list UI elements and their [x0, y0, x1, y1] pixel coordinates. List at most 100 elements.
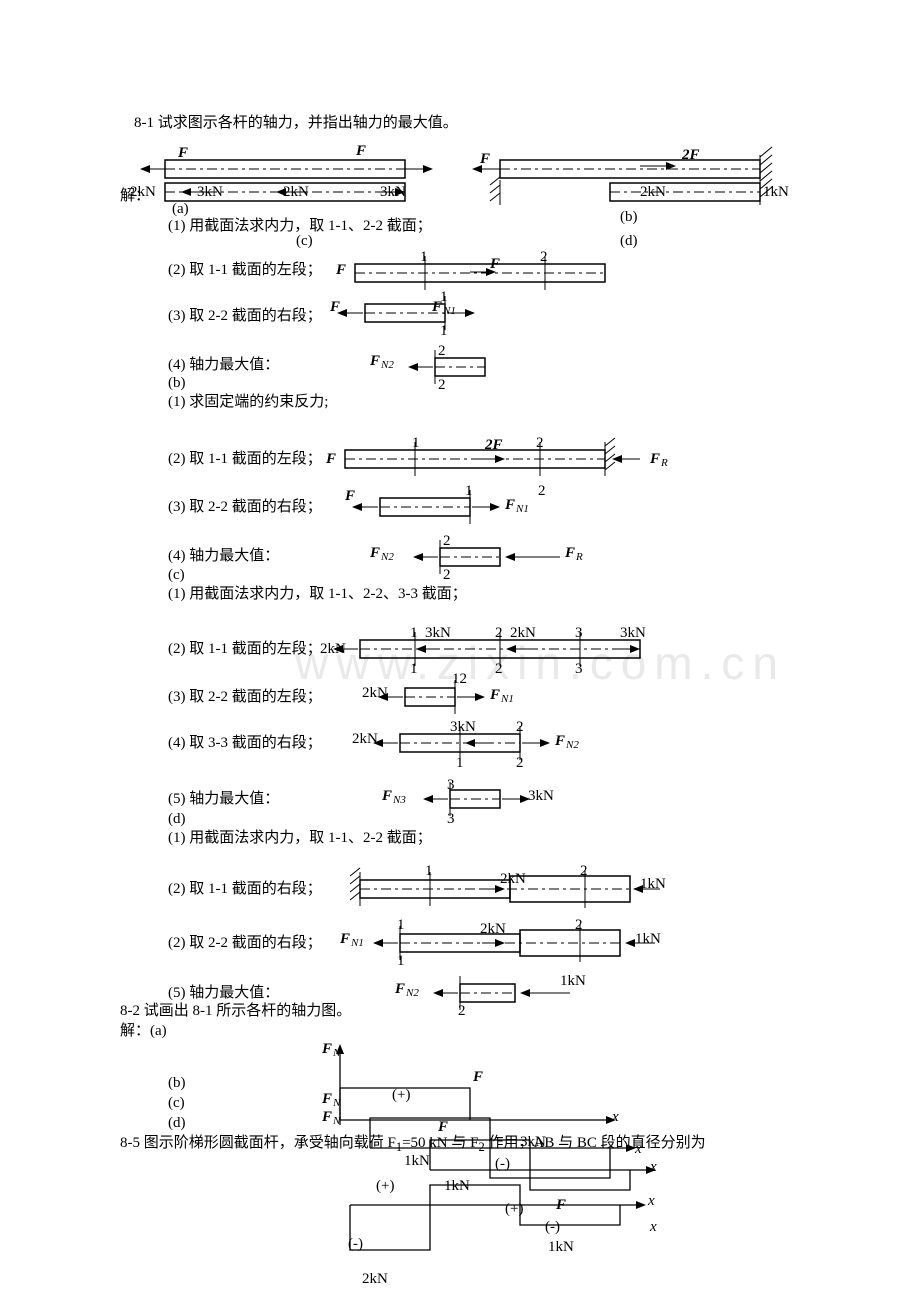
lbl-b-sub: (b)	[620, 208, 638, 226]
c2-3kN2: 3kN	[620, 624, 646, 642]
b3-FN1s: N1	[516, 503, 529, 516]
step-d2: (2) 取 1-1 截面的右段；	[168, 880, 322, 898]
ax-a-x: x	[612, 1108, 619, 1126]
d2-n2: 2	[580, 862, 588, 880]
ax-d-x2: x	[650, 1218, 657, 1236]
c5-FN3s: N3	[393, 794, 406, 807]
c5-n3b: 3	[447, 810, 455, 828]
step-b1: (1) 求固定端的约束反力;	[168, 393, 328, 411]
c2-2kN: 2kN	[510, 624, 536, 642]
p85-BC: BC	[577, 1135, 597, 1151]
fig-b3	[360, 490, 560, 524]
d5-n2b: 2	[458, 1002, 466, 1020]
ax-c-plus: (+)	[376, 1177, 394, 1195]
p82-title: 8-2 试画出 8-1 所示各杆的轴力图。	[120, 1002, 351, 1020]
lbl-d-2kN: 2kN	[640, 183, 666, 201]
b4-FR: F	[565, 544, 575, 562]
p85-mid: 作用，	[485, 1135, 534, 1151]
c3-FN1s: N1	[501, 693, 514, 706]
c3-FN1: F	[490, 686, 500, 704]
FN-a-sub: N	[333, 1047, 340, 1060]
step-b2: (2) 取 1-1 截面的左段；	[168, 450, 322, 468]
sub-d: (d)	[168, 810, 186, 828]
lbl-a-F-right: F	[356, 142, 366, 160]
b3-F: F	[345, 487, 355, 505]
d3-FN1: F	[340, 930, 350, 948]
b4-n2t: 2	[443, 532, 451, 550]
ax-d-minus: (-)	[545, 1218, 560, 1236]
c5-n3t: 3	[447, 776, 455, 794]
step-a3: (3) 取 2-2 截面的右段；	[168, 307, 322, 325]
b4-FN2s: N2	[381, 551, 394, 564]
c4-FN2s: N2	[566, 739, 579, 752]
p82-b: (b)	[168, 1074, 186, 1092]
sub-b: (b)	[168, 374, 186, 392]
step-b3: (3) 取 2-2 截面的右段；	[168, 498, 322, 516]
lbl-b-2F: 2F	[682, 146, 700, 164]
d2-1kN: 1kN	[640, 875, 666, 893]
step-c1: (1) 用截面法求内力，取 1-1、2-2、3-3 截面；	[168, 585, 467, 603]
p85-prefix: 8-5 图示阶梯形圆截面杆，承受轴向载荷	[120, 1135, 388, 1151]
a4-FN2s: N2	[381, 359, 394, 372]
b4-FRs: R	[576, 551, 583, 564]
a3-FN1s: N1	[443, 305, 456, 318]
ax-a-F: F	[473, 1068, 483, 1086]
sub-c: (c)	[168, 566, 185, 584]
a3-n1b: 1	[440, 322, 448, 340]
lbl-a-F-left: F	[178, 144, 188, 162]
p82-soln: 解：(a)	[120, 1022, 167, 1040]
lbl-c-3kN2: 3kN	[380, 183, 406, 201]
fig-a3	[355, 296, 495, 332]
d3-n1t: 1	[397, 916, 405, 934]
step-d5: (5) 轴力最大值：	[168, 984, 279, 1002]
p85-AB: AB	[534, 1135, 555, 1151]
c4-2kN: 2kN	[352, 730, 378, 748]
a4-FN2: F	[370, 352, 380, 370]
step-c5: (5) 轴力最大值：	[168, 790, 279, 808]
c2-n3: 3	[575, 624, 583, 642]
ax-d-plus: (+)	[505, 1200, 523, 1218]
p85-F1: F	[388, 1135, 396, 1151]
d3-FN1s: N1	[351, 937, 364, 950]
step-a1: (1) 用截面法求内力，取 1-1、2-2 截面；	[168, 217, 432, 235]
c4-n2t: 2	[516, 718, 524, 736]
lbl-a-sub: (a)	[172, 200, 189, 218]
c3-n1: 12	[452, 670, 467, 688]
b2-n2: 2	[536, 434, 544, 452]
b4-FN2: F	[370, 544, 380, 562]
axial-plots	[310, 1050, 670, 1290]
c2-n3b: 3	[575, 660, 583, 678]
b3-n2t: 2	[538, 482, 546, 500]
ax-c-2kN: 2kN	[362, 1270, 388, 1288]
lbl-d-1kN: 1kN	[763, 183, 789, 201]
d2-n1: 1	[425, 862, 433, 880]
FN-c-sub: N	[333, 1115, 340, 1128]
c4-3kN: 3kN	[450, 718, 476, 736]
p81-title: 8-1 试求图示各杆的轴力，并指出轴力的最大值。	[134, 114, 458, 132]
ax-c-x: x	[648, 1192, 655, 1210]
step-b4: (4) 轴力最大值：	[168, 547, 279, 565]
ax-d-x: x	[650, 1158, 657, 1176]
p82-c: (c)	[168, 1094, 185, 1112]
p85-line: 8-5 图示阶梯形圆截面杆，承受轴向载荷 F1=50 kN 与 F2 作用，AB…	[120, 1134, 820, 1155]
b2-2F: 2F	[485, 436, 503, 454]
ax-b-minus: (-)	[495, 1155, 510, 1173]
c2-n1: 1	[410, 624, 418, 642]
d5-FN2s: N2	[406, 987, 419, 1000]
a4-n2t: 2	[438, 342, 446, 360]
a4-n2b: 2	[438, 376, 446, 394]
a2-n2t: 2	[540, 248, 548, 266]
FN-c: F	[322, 1108, 332, 1126]
step-d3: (2) 取 2-2 截面的右段；	[168, 934, 322, 952]
b3-FN1: F	[505, 496, 515, 514]
lbl-c-2kN2: 2kN	[283, 183, 309, 201]
c5-FN3: F	[382, 787, 392, 805]
step-d1: (1) 用截面法求内力，取 1-1、2-2 截面；	[168, 829, 432, 847]
FN-b: F	[322, 1090, 332, 1108]
step-b2-F: F	[326, 450, 336, 468]
p85-eq: =50 kN 与	[402, 1135, 470, 1151]
c2-n2b: 2	[495, 660, 503, 678]
c5-3kN: 3kN	[528, 787, 554, 805]
fig-d3	[370, 924, 670, 962]
FN-b-sub: N	[333, 1097, 340, 1110]
